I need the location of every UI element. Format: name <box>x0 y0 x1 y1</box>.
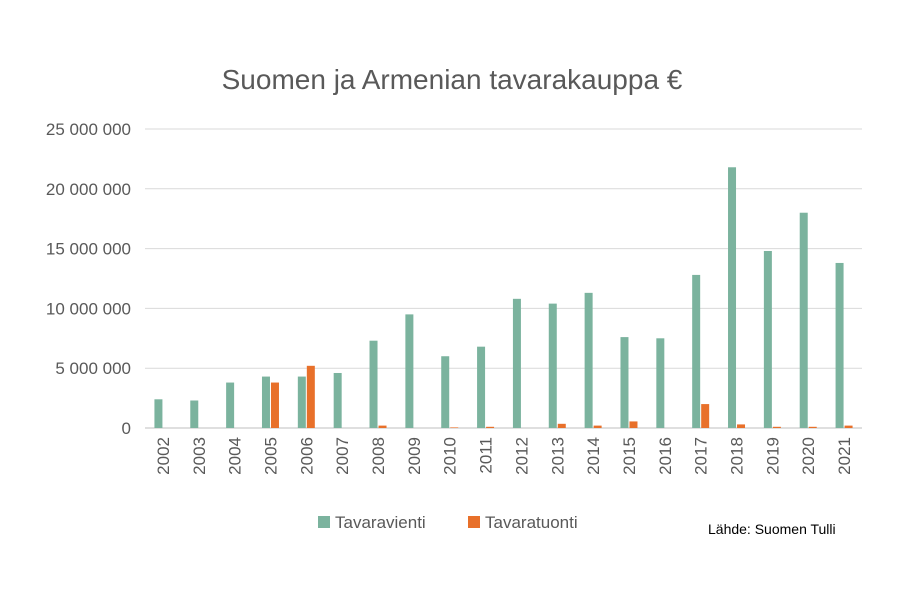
bar-tavaravienti-2020 <box>799 212 808 428</box>
bar-tavaravienti-2016 <box>656 338 665 428</box>
x-tick-label: 2015 <box>620 437 639 475</box>
x-tick-label: 2013 <box>548 437 567 475</box>
bar-tavaravienti-2014 <box>584 292 593 428</box>
bar-tavaratuonti-2020 <box>808 426 817 428</box>
bar-tavaravienti-2021 <box>835 262 844 428</box>
x-tick-label: 2009 <box>405 437 424 475</box>
bar-tavaravienti-2017 <box>692 274 701 428</box>
x-tick-label: 2010 <box>441 437 460 475</box>
bar-tavaratuonti-2010 <box>450 427 459 428</box>
legend-label-tavaratuonti: Tavaratuonti <box>485 513 578 532</box>
bar-tavaratuonti-2021 <box>844 425 853 428</box>
y-tick-label: 10 000 000 <box>46 299 131 318</box>
x-tick-label: 2012 <box>512 437 531 475</box>
chart-title: Suomen ja Armenian tavarakauppa € <box>222 64 683 95</box>
x-tick-label: 2007 <box>333 437 352 475</box>
bar-tavaratuonti-2006 <box>306 365 315 428</box>
source-note: Lähde: Suomen Tulli <box>708 521 836 537</box>
x-tick-label: 2014 <box>584 437 603 475</box>
legend: Tavaravienti Tavaratuonti <box>318 513 578 532</box>
bar-tavaratuonti-2014 <box>593 425 602 428</box>
bar-tavaratuonti-2008 <box>378 425 387 428</box>
y-tick-label: 15 000 000 <box>46 240 131 259</box>
x-tick-label: 2020 <box>799 437 818 475</box>
y-tick-label: 25 000 000 <box>46 120 131 139</box>
y-axis-ticks: 0 5 000 000 10 000 000 15 000 000 20 000 000… <box>46 120 131 438</box>
y-tick-label: 20 000 000 <box>46 180 131 199</box>
x-tick-label: 2016 <box>656 437 675 475</box>
bar-tavaravienti-2007 <box>333 372 342 428</box>
x-tick-label: 2003 <box>190 437 209 475</box>
x-tick-label: 2018 <box>728 437 747 475</box>
bar-tavaravienti-2006 <box>297 376 306 428</box>
x-tick-label: 2019 <box>763 437 782 475</box>
bar-tavaravienti-2005 <box>261 376 270 428</box>
y-tick-label: 5 000 000 <box>55 359 131 378</box>
bar-tavaravienti-2018 <box>728 167 737 428</box>
bar-tavaravienti-2008 <box>369 340 378 428</box>
x-tick-label: 2006 <box>297 437 316 475</box>
bar-tavaravienti-2011 <box>477 346 486 428</box>
bar-tavaravienti-2009 <box>405 314 414 428</box>
x-tick-label: 2021 <box>835 437 854 475</box>
bar-tavaratuonti-2019 <box>772 426 781 428</box>
legend-swatch-tavaravienti <box>318 516 330 528</box>
bar-tavaravienti-2004 <box>226 382 235 428</box>
x-axis-ticks: 2002 2003 2004 2005 2006 2007 2008 2009 2010 2011… <box>154 437 854 475</box>
x-tick-label: 2008 <box>369 437 388 475</box>
bar-tavaratuonti-2017 <box>701 404 710 428</box>
bars <box>154 167 853 428</box>
bar-tavaravienti-2019 <box>763 250 772 428</box>
x-tick-label: 2011 <box>477 437 496 474</box>
bar-tavaravienti-2003 <box>190 400 199 428</box>
bar-tavaravienti-2012 <box>512 298 521 428</box>
x-tick-label: 2005 <box>261 437 280 475</box>
y-tick-label: 0 <box>122 419 131 438</box>
legend-swatch-tavaratuonti <box>468 516 480 528</box>
bar-tavaravienti-2002 <box>154 399 163 428</box>
bar-tavaratuonti-2005 <box>270 382 279 428</box>
x-tick-label: 2017 <box>692 437 711 475</box>
bar-tavaratuonti-2011 <box>486 426 495 428</box>
bar-tavaratuonti-2015 <box>629 421 638 428</box>
bar-tavaratuonti-2018 <box>737 424 746 428</box>
bar-tavaravienti-2015 <box>620 337 629 428</box>
gridlines <box>145 128 862 429</box>
x-tick-label: 2002 <box>154 437 173 475</box>
bar-tavaravienti-2013 <box>548 303 557 428</box>
bar-tavaravienti-2010 <box>441 356 450 428</box>
legend-label-tavaravienti: Tavaravienti <box>335 513 426 532</box>
x-tick-label: 2004 <box>226 437 245 475</box>
bar-tavaratuonti-2013 <box>557 423 566 428</box>
